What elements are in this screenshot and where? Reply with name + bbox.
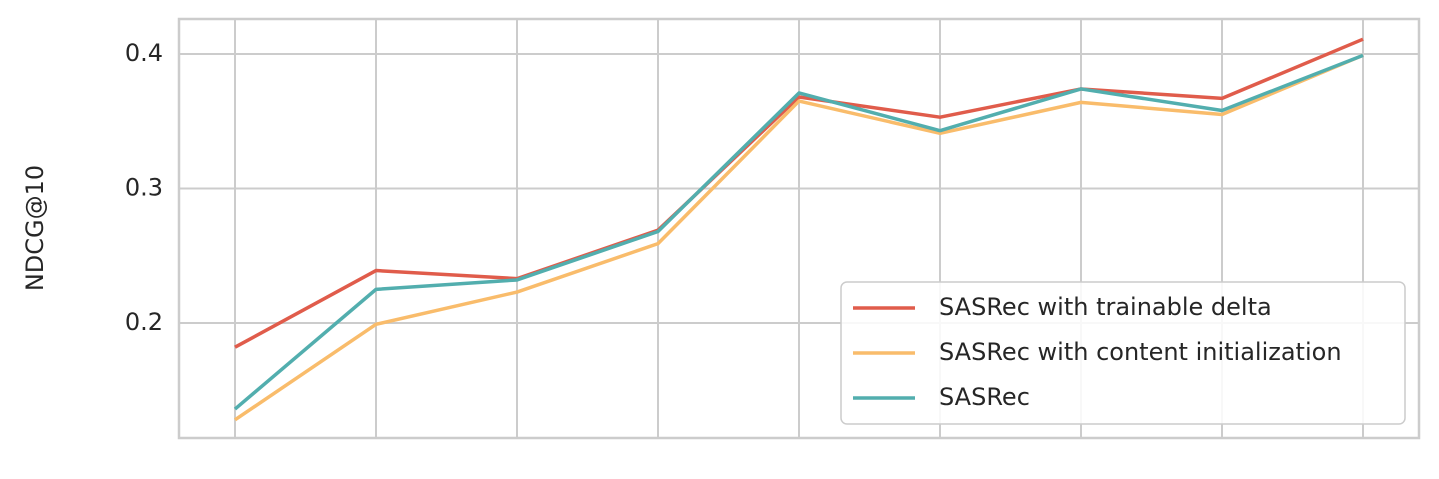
legend-label: SASRec [939, 383, 1030, 411]
legend-label: SASRec with content initialization [939, 338, 1342, 366]
line [234, 53, 1364, 422]
y-tick-label: 0.3 [125, 173, 163, 201]
line [233, 53, 1364, 411]
legend-label: SASRec with trainable delta [939, 293, 1272, 321]
line [234, 37, 1364, 349]
y-tick-label: 0.4 [125, 39, 163, 67]
y-axis-label: NDCG@10 [21, 165, 49, 291]
plot-frame [177, 17, 1421, 440]
legend-box [840, 281, 1406, 425]
y-tick-label: 0.2 [125, 308, 163, 336]
